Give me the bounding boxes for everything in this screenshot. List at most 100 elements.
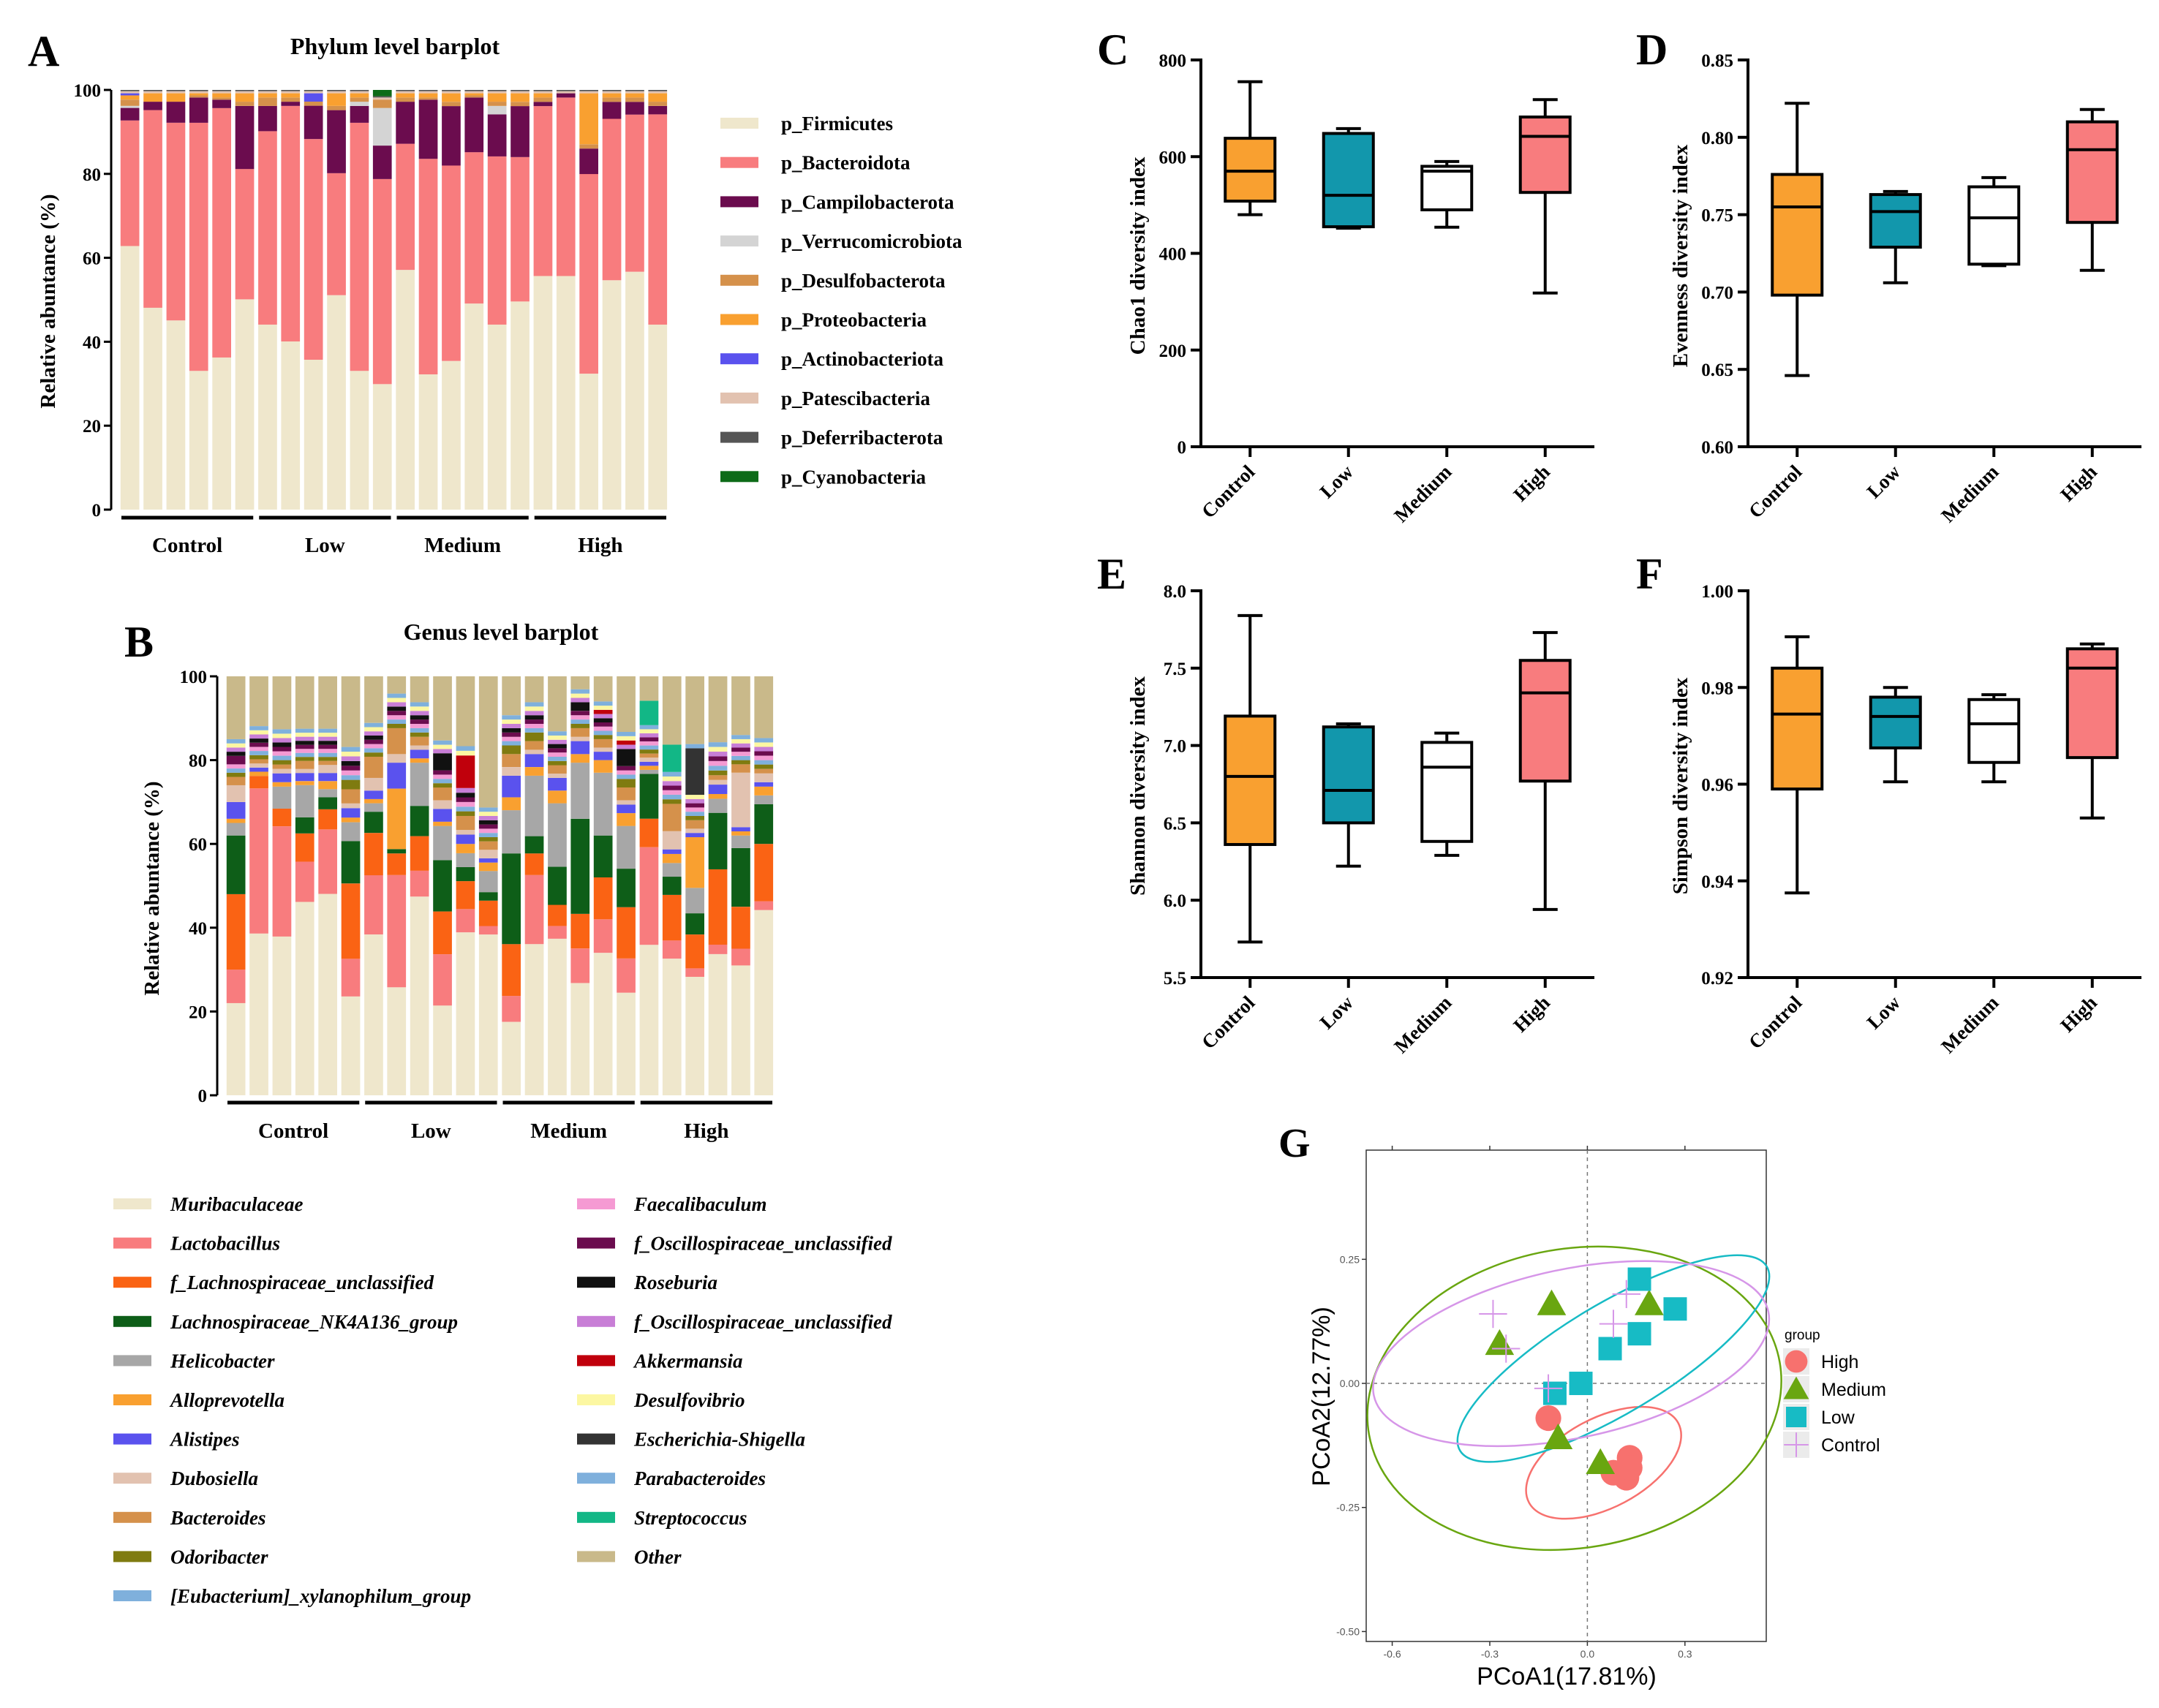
bar-segment-alistipes-9 bbox=[410, 749, 429, 759]
bar-segment-roseburia-15 bbox=[548, 744, 567, 749]
legend-swatch-p-firmicutes bbox=[720, 118, 758, 129]
bar-segment-p-deferribacterota-9 bbox=[304, 90, 323, 91]
bar-segment-muribaculaceae-8 bbox=[387, 987, 407, 1095]
bar-segment-bacteroides-10 bbox=[433, 787, 452, 801]
bar-segment-alloprevotella-14 bbox=[524, 767, 544, 776]
bar-segment-p-campilobacterota-23 bbox=[625, 102, 644, 115]
bar-segment-p-firmicutes-11 bbox=[350, 371, 369, 510]
group-label-low: Low bbox=[305, 534, 345, 557]
bar-segment-other-18 bbox=[617, 676, 636, 733]
bar-segment-desulfovibrio-17 bbox=[593, 706, 613, 710]
bar-segment-f-lachnospiraceae-unclassified-13 bbox=[502, 944, 521, 997]
ellipse-high bbox=[1525, 1405, 1682, 1520]
bar-segment-p-patescibacteria-4 bbox=[189, 91, 208, 94]
bar-segment-p-firmicutes-23 bbox=[625, 271, 644, 510]
bar-segment-p-firmicutes-1 bbox=[120, 246, 140, 510]
pcoa-x-axis-label: PCoA1(17.81%) bbox=[1477, 1663, 1657, 1690]
legend-swatch-f-oscillospiraceae-unclassified bbox=[577, 1315, 615, 1327]
bar-segment-eubacterium-xylanophilum-group-6 bbox=[341, 775, 361, 780]
legend-swatch-streptococcus bbox=[577, 1511, 615, 1523]
group-label-medium: Medium bbox=[530, 1119, 607, 1143]
bar-segment-faecalibaculum-22 bbox=[708, 760, 728, 766]
bar-segment-roseburia-4 bbox=[295, 741, 314, 745]
bar-segment-f-oscillospiraceae-unclassified-19 bbox=[639, 733, 659, 738]
legend-label-helicobacter: Helicobacter bbox=[170, 1350, 275, 1372]
bar-segment-lachnospiraceae-nk4a136-group-19 bbox=[639, 774, 659, 819]
legend-swatch-escherichia-shigella bbox=[577, 1433, 615, 1445]
bar-segment-bacteroides-9 bbox=[410, 736, 429, 746]
bar-segment-alistipes-18 bbox=[617, 804, 636, 814]
bar-segment-odoribacter-20 bbox=[662, 799, 682, 804]
bar-segment-other-19 bbox=[639, 676, 659, 701]
bar-segment-odoribacter-8 bbox=[387, 724, 407, 728]
bar-segment-alistipes-6 bbox=[341, 808, 361, 818]
bar-segment-parabacteroides-9 bbox=[410, 702, 429, 707]
bar-segment-helicobacter-7 bbox=[364, 803, 383, 812]
bar-segment-eubacterium-xylanophilum-group-14 bbox=[524, 728, 544, 733]
bar-segment-lactobacillus-3 bbox=[272, 826, 292, 937]
legend-swatch-p-verrucomicrobiota bbox=[720, 235, 758, 247]
y-tick-label: 0.65 bbox=[1701, 360, 1733, 380]
bar-segment-p-deferribacterota-17 bbox=[487, 90, 507, 91]
bar-segment-odoribacter-14 bbox=[524, 732, 544, 741]
bar-segment-p-firmicutes-19 bbox=[533, 276, 553, 510]
chao1-boxplot: Chao1 diversity index 0 200 400 600 800 Contr… bbox=[1126, 51, 1594, 526]
bar-segment-alistipes-14 bbox=[524, 754, 544, 768]
bar-segment-p-bacteroidota-11 bbox=[350, 122, 369, 371]
bar-segment-f-oscillospiraceae-unclassified-15 bbox=[548, 739, 567, 744]
evenness-boxplot: Evenness diversity index 0.60 0.65 0.70 0.7… bbox=[1669, 51, 2141, 526]
bar-segment-odoribacter-2 bbox=[249, 755, 268, 760]
bar-segment-alloprevotella-11 bbox=[456, 844, 475, 853]
bar-segment-other-11 bbox=[456, 676, 475, 747]
bar-segment-parabacteroides-17 bbox=[593, 701, 613, 706]
bar-segment-p-bacteroidota-12 bbox=[372, 178, 392, 385]
legend-swatch-f-lachnospiraceae-unclassified bbox=[113, 1277, 151, 1288]
legend-swatch-lachnospiraceae-nk4a136-group bbox=[113, 1315, 151, 1327]
bar-segment-muribaculaceae-22 bbox=[708, 953, 728, 1096]
bar-segment-muribaculaceae-2 bbox=[249, 933, 268, 1095]
bar-segment-eubacterium-xylanophilum-group-21 bbox=[685, 812, 704, 816]
bar-segment-odoribacter-11 bbox=[456, 811, 475, 816]
bar-segment-f-lachnospiraceae-unclassified-9 bbox=[410, 836, 429, 871]
bar-segment-eubacterium-xylanophilum-group-13 bbox=[502, 741, 521, 746]
point-medium-5 bbox=[1635, 1289, 1664, 1315]
bar-segment-p-firmicutes-21 bbox=[579, 374, 598, 510]
bar-segment-faecalibaculum-7 bbox=[364, 744, 383, 749]
bar-segment-helicobacter-16 bbox=[570, 763, 590, 819]
legend-swatch-p-cyanobacteria bbox=[720, 471, 758, 483]
bar-segment-odoribacter-7 bbox=[364, 752, 383, 757]
legend-label-low: Low bbox=[1821, 1407, 1855, 1428]
bar-segment-other-17 bbox=[593, 676, 613, 702]
bar-segment-p-desulfobacterota-7 bbox=[258, 97, 277, 106]
legend-swatch-p-patescibacteria bbox=[720, 392, 758, 404]
bar-segment-f-oscillospiraceae-unclassified-1 bbox=[226, 747, 246, 752]
bar-segment-p-desulfobacterota-23 bbox=[625, 97, 644, 102]
bar-segment-alloprevotella-6 bbox=[341, 817, 361, 823]
box-low bbox=[1322, 132, 1375, 229]
point-control-2 bbox=[1492, 1334, 1521, 1363]
bar-segment-alistipes-23 bbox=[731, 827, 750, 832]
genus-bars bbox=[226, 676, 774, 1096]
bar-segment-p-campilobacterota-17 bbox=[487, 114, 507, 156]
y-tick-label: 0.98 bbox=[1701, 679, 1733, 698]
bar-segment-p-patescibacteria-23 bbox=[625, 91, 644, 94]
bar-segment-parabacteroides-3 bbox=[272, 729, 292, 734]
bar-segment-f-lachnospiraceae-unclassified-15 bbox=[548, 904, 567, 926]
bar-segment-f-oscillospiraceae-unclassified-8 bbox=[387, 711, 407, 716]
bar-segment-helicobacter-6 bbox=[341, 822, 361, 842]
bar-segment-lactobacillus-8 bbox=[387, 874, 407, 988]
shannon-boxplot: Shannon diversity index 5.5 6.0 6.5 7.0 7.5 8… bbox=[1126, 582, 1594, 1057]
bar-segment-eubacterium-xylanophilum-group-4 bbox=[295, 752, 314, 757]
y-tick-label: 6.5 bbox=[1164, 814, 1186, 834]
bar-segment-alloprevotella-1 bbox=[226, 818, 246, 823]
bar-segment-f-lachnospiraceae-unclassified-22 bbox=[708, 869, 728, 945]
bar-segment-odoribacter-10 bbox=[433, 783, 452, 788]
bar-segment-dubosiella-4 bbox=[295, 768, 314, 774]
bar-segment-faecalibaculum-16 bbox=[570, 715, 590, 720]
bar-segment-other-9 bbox=[410, 676, 429, 703]
bar-segment-eubacterium-xylanophilum-group-7 bbox=[364, 748, 383, 753]
bar-segment-parabacteroides-8 bbox=[387, 693, 407, 698]
bar-segment-lachnospiraceae-nk4a136-group-13 bbox=[502, 853, 521, 945]
bar-segment-p-campilobacterota-1 bbox=[120, 107, 140, 121]
bar-segment-roseburia-7 bbox=[364, 736, 383, 740]
